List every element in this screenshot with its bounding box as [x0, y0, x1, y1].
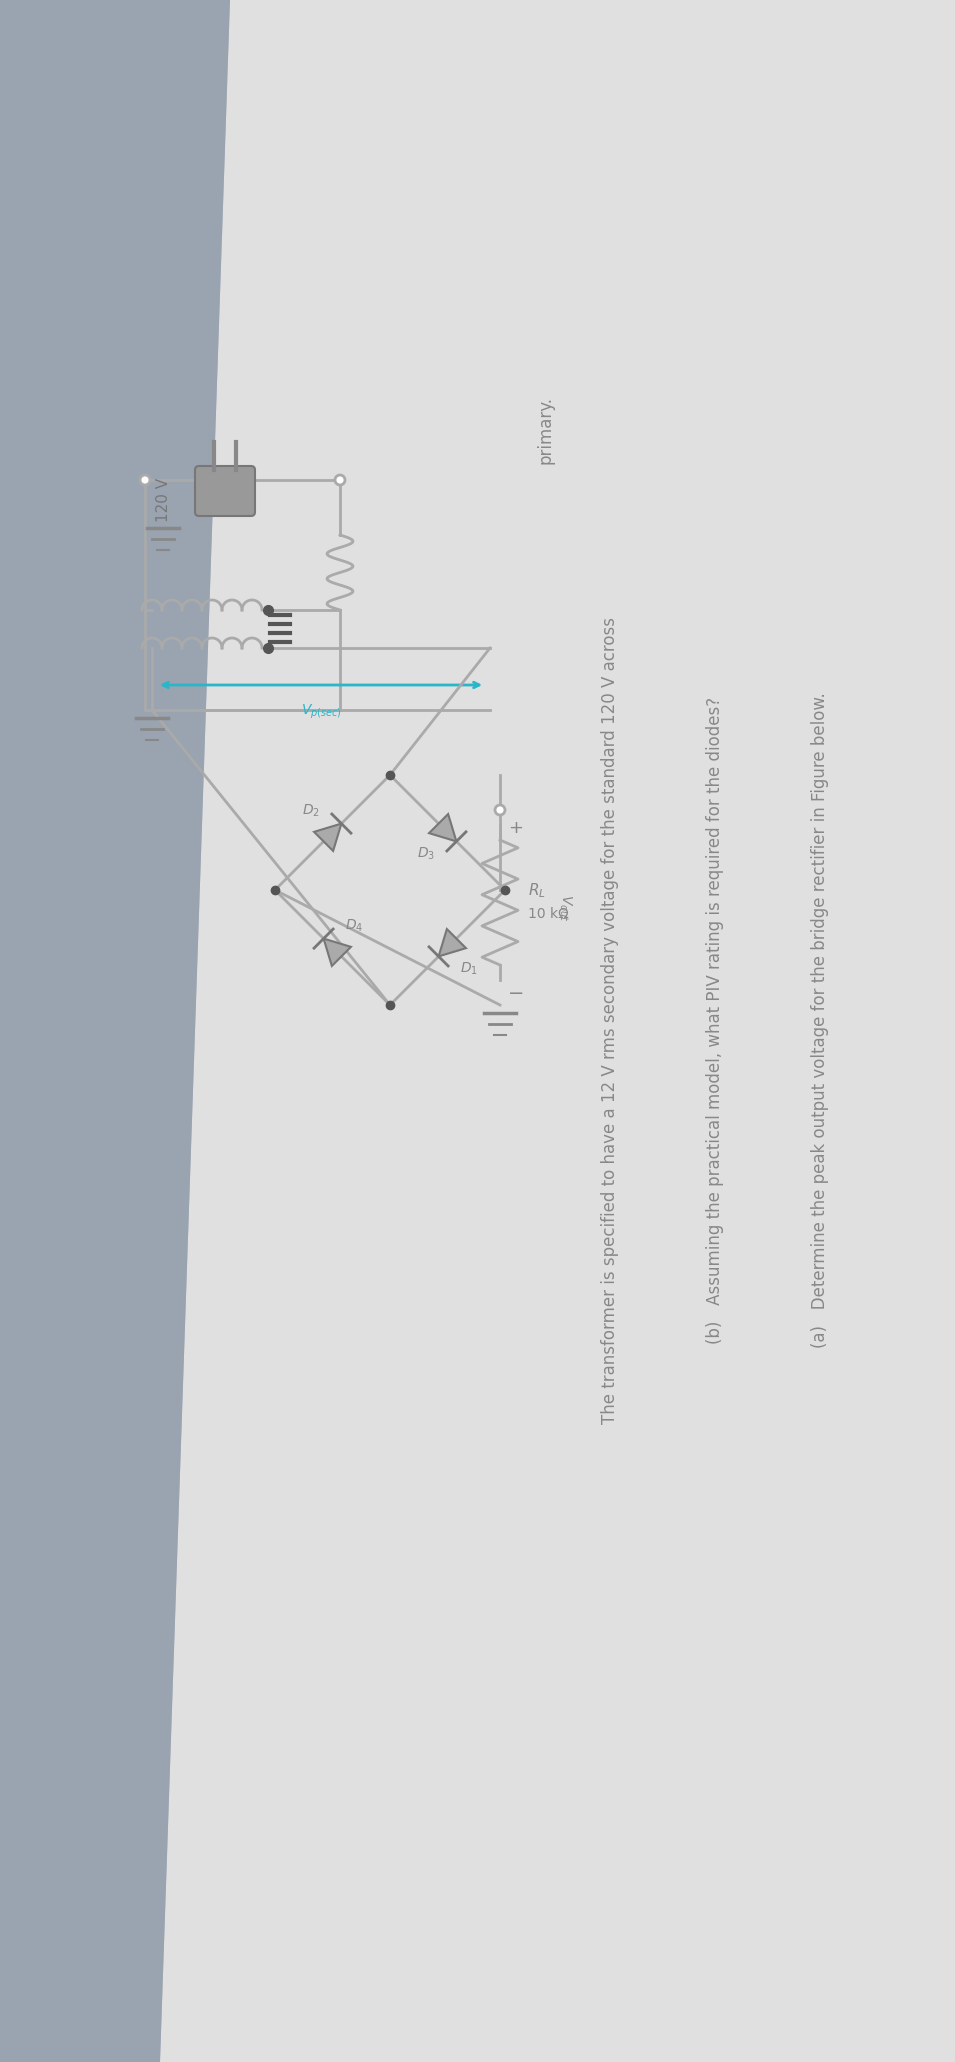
Polygon shape	[0, 0, 230, 2062]
Circle shape	[335, 474, 345, 485]
Text: $R_L$: $R_L$	[528, 880, 546, 899]
Circle shape	[495, 804, 505, 814]
Polygon shape	[429, 814, 456, 841]
Text: $V_{out}$: $V_{out}$	[557, 893, 573, 922]
Text: (b)   Assuming the practical model, what PIV rating is required for the diodes?: (b) Assuming the practical model, what P…	[706, 697, 724, 1344]
FancyBboxPatch shape	[195, 466, 255, 516]
Text: 120 V: 120 V	[156, 478, 171, 522]
Text: +: +	[508, 819, 523, 837]
Text: $D_2$: $D_2$	[303, 802, 320, 819]
Text: $D_4$: $D_4$	[345, 918, 363, 934]
Text: 10 kΩ: 10 kΩ	[528, 907, 569, 922]
Text: $D_3$: $D_3$	[417, 845, 435, 862]
Text: primary.: primary.	[536, 396, 554, 464]
Text: $V_{p(sec)}$: $V_{p(sec)}$	[301, 703, 341, 722]
Polygon shape	[314, 823, 341, 852]
Text: (a)   Determine the peak output voltage for the bridge rectifier in Figure below: (a) Determine the peak output voltage fo…	[811, 693, 829, 1349]
Polygon shape	[160, 0, 955, 2062]
Circle shape	[140, 474, 150, 485]
Text: The transformer is specified to have a 12 V rms secondary voltage for the standa: The transformer is specified to have a 1…	[601, 617, 619, 1423]
Polygon shape	[324, 938, 350, 965]
Text: $D_1$: $D_1$	[459, 961, 478, 977]
Text: −: −	[508, 984, 524, 1002]
Polygon shape	[438, 930, 466, 957]
